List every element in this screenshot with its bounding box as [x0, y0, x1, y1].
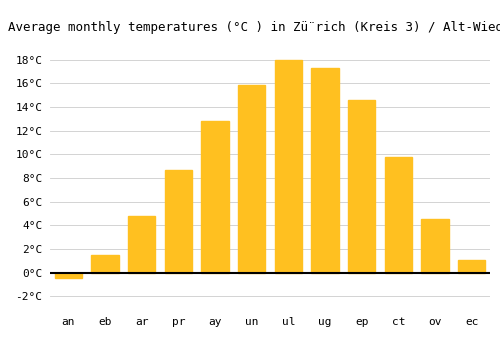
- Bar: [164, 170, 192, 273]
- Bar: [348, 100, 376, 273]
- Bar: [421, 219, 448, 273]
- Bar: [384, 157, 412, 273]
- Bar: [238, 85, 266, 273]
- Bar: [311, 68, 339, 273]
- Bar: [458, 260, 485, 273]
- Bar: [91, 255, 119, 273]
- Bar: [128, 216, 156, 273]
- Bar: [54, 273, 82, 279]
- Bar: [274, 60, 302, 273]
- Bar: [201, 121, 229, 273]
- Title: Average monthly temperatures (°C ) in Zü̈rich (Kreis 3) / Alt-Wiedikon: Average monthly temperatures (°C ) in Zü…: [8, 21, 500, 34]
